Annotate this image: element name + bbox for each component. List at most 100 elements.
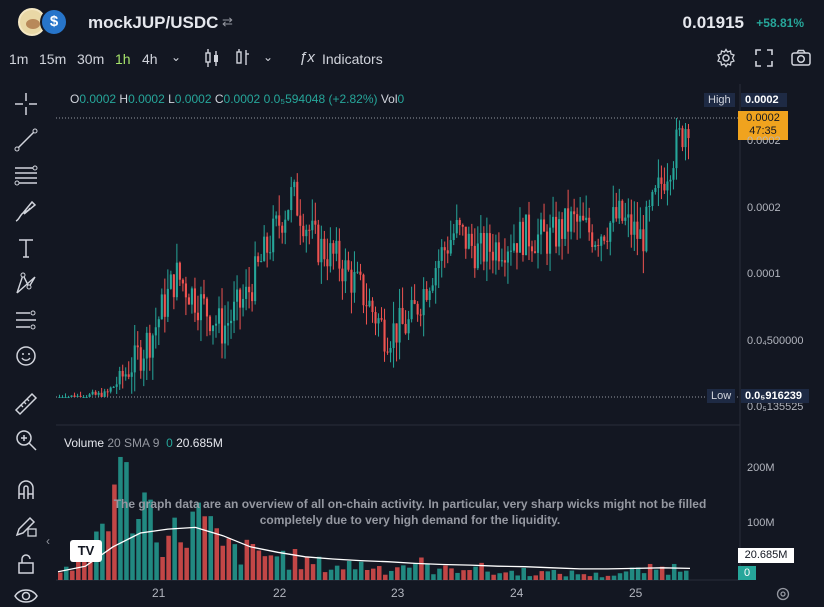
- time-tick-22: 22: [273, 586, 287, 600]
- candle-body: [527, 214, 531, 247]
- candle-body: [335, 240, 338, 254]
- candle-body: [627, 214, 630, 218]
- volume-bar: [64, 566, 69, 580]
- volume-bar: [298, 569, 304, 580]
- lock-draw-icon[interactable]: [12, 512, 40, 540]
- candle-body: [470, 233, 473, 246]
- candle-body: [491, 251, 494, 261]
- candle-body: [58, 397, 61, 398]
- timeframe-dropdown-icon[interactable]: ⌄: [171, 50, 182, 64]
- ruler-icon[interactable]: [12, 390, 40, 418]
- prediction-icon[interactable]: [12, 306, 40, 334]
- volume-bar: [671, 563, 677, 580]
- volume-bar: [413, 563, 418, 580]
- candle-body: [672, 168, 675, 180]
- candle-body: [368, 300, 371, 307]
- candle-body: [208, 316, 212, 332]
- volume-bar: [100, 523, 105, 580]
- screenshot-camera-icon[interactable]: [790, 48, 812, 73]
- lock-icon[interactable]: [12, 550, 40, 578]
- candle-body: [239, 289, 242, 308]
- volume-bar: [617, 573, 623, 580]
- price-tick-bottom: 0.0₅135525: [747, 401, 804, 413]
- volume-bar: [214, 528, 220, 580]
- legend-close-value: 0.0002: [223, 92, 261, 106]
- legend-vol-label: Vol: [380, 92, 398, 106]
- volume-bar: [310, 564, 316, 580]
- zoom-in-icon[interactable]: [12, 426, 40, 454]
- candle-body: [663, 183, 666, 191]
- bar-style-icon[interactable]: [234, 48, 252, 73]
- candle-body: [290, 187, 293, 211]
- volume-bar: [551, 569, 557, 580]
- tradingview-logo[interactable]: TV: [70, 540, 102, 562]
- candle-body: [323, 238, 326, 260]
- indicators-button[interactable]: Indicators: [322, 51, 383, 67]
- candles-style-icon[interactable]: [203, 48, 221, 73]
- text-icon[interactable]: [12, 234, 40, 262]
- candle-body: [687, 129, 690, 139]
- timeframe-30m[interactable]: 30m: [77, 51, 105, 67]
- brush-icon[interactable]: [12, 198, 40, 226]
- candle-body: [588, 217, 591, 233]
- volume-bar: [160, 557, 165, 580]
- trend-line-icon[interactable]: [12, 126, 40, 154]
- volume-bar: [437, 568, 442, 580]
- time-tick-25: 25: [629, 586, 643, 600]
- candle-body: [524, 214, 528, 256]
- high-value: 0.0002: [741, 93, 787, 107]
- candle-body: [413, 300, 416, 304]
- candle-body: [558, 219, 561, 247]
- candle-body: [404, 323, 407, 334]
- candle-body: [344, 260, 347, 282]
- candle-body: [497, 242, 500, 262]
- collapse-pane-icon[interactable]: ‹: [46, 534, 50, 548]
- volume-bar: [509, 570, 514, 580]
- emoji-icon[interactable]: [12, 342, 40, 370]
- volume-bar: [304, 556, 310, 580]
- candle-body: [266, 236, 269, 253]
- candle-body: [443, 247, 446, 251]
- candle-body: [226, 323, 230, 326]
- candle-body: [377, 318, 380, 324]
- candle-body: [106, 391, 109, 393]
- eye-icon[interactable]: [12, 582, 40, 607]
- pattern-icon[interactable]: [12, 270, 40, 298]
- timeframe-15m[interactable]: 15m: [39, 51, 67, 67]
- candle-body: [169, 274, 172, 289]
- indicators-fx-icon[interactable]: ƒx: [299, 49, 315, 66]
- price-tick-1: 0.0002: [747, 135, 781, 147]
- candle-body: [338, 240, 341, 269]
- volume-bar: [473, 566, 478, 580]
- fullscreen-icon[interactable]: [754, 48, 774, 73]
- volume-bar: [358, 561, 364, 580]
- candle-body: [353, 272, 356, 293]
- crosshair-icon[interactable]: [12, 90, 40, 118]
- candle-body: [500, 260, 503, 262]
- candle-body: [61, 397, 64, 398]
- candle-body: [416, 303, 419, 315]
- timeframe-1m[interactable]: 1m: [9, 51, 29, 67]
- fib-icon[interactable]: [12, 162, 40, 190]
- candle-body: [166, 288, 169, 317]
- volume-bar: [82, 554, 87, 580]
- candle-body: [386, 351, 389, 353]
- settings-gear-icon[interactable]: [716, 48, 736, 73]
- candle-body: [359, 271, 362, 275]
- swap-pair-icon[interactable]: ⇄: [222, 14, 233, 29]
- volume-bar: [346, 560, 352, 580]
- price-tick-3: 0.0001: [747, 268, 781, 280]
- candle-body: [374, 312, 377, 324]
- timeframe-4h[interactable]: 4h: [142, 51, 158, 67]
- magnet-icon[interactable]: [12, 476, 40, 504]
- axis-settings-icon[interactable]: [775, 586, 791, 607]
- candle-body: [473, 245, 476, 269]
- style-dropdown-icon[interactable]: ⌄: [263, 50, 274, 64]
- pair-title[interactable]: mockJUP/USDC: [88, 13, 219, 32]
- candle-body: [383, 319, 386, 352]
- candle-body: [410, 300, 413, 320]
- timeframe-1h[interactable]: 1h: [115, 51, 131, 67]
- candle-body: [73, 395, 76, 397]
- candle-body: [178, 262, 181, 280]
